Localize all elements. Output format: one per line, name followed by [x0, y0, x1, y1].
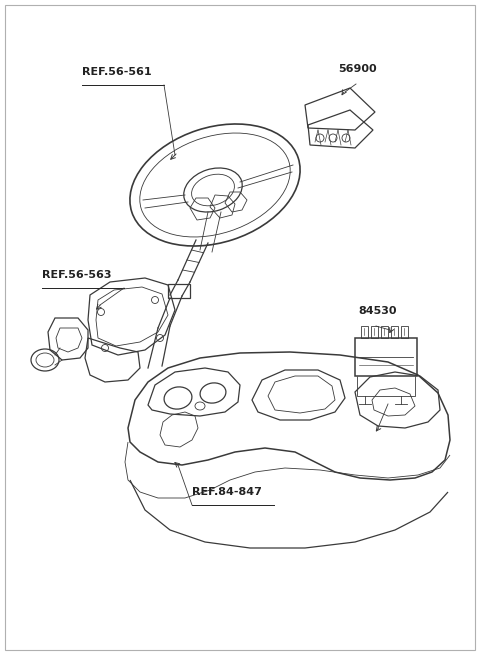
- Ellipse shape: [184, 168, 242, 212]
- Bar: [381, 326, 388, 338]
- Text: REF.56-561: REF.56-561: [82, 67, 152, 77]
- Bar: [355, 338, 417, 376]
- Bar: [391, 326, 398, 338]
- Text: REF.56-563: REF.56-563: [42, 270, 111, 280]
- Bar: [401, 326, 408, 338]
- Bar: [371, 326, 378, 338]
- Bar: [168, 284, 190, 298]
- Text: 56900: 56900: [338, 64, 377, 74]
- Bar: [361, 326, 368, 338]
- Text: REF.84-847: REF.84-847: [192, 487, 262, 497]
- Text: 84530: 84530: [358, 306, 396, 316]
